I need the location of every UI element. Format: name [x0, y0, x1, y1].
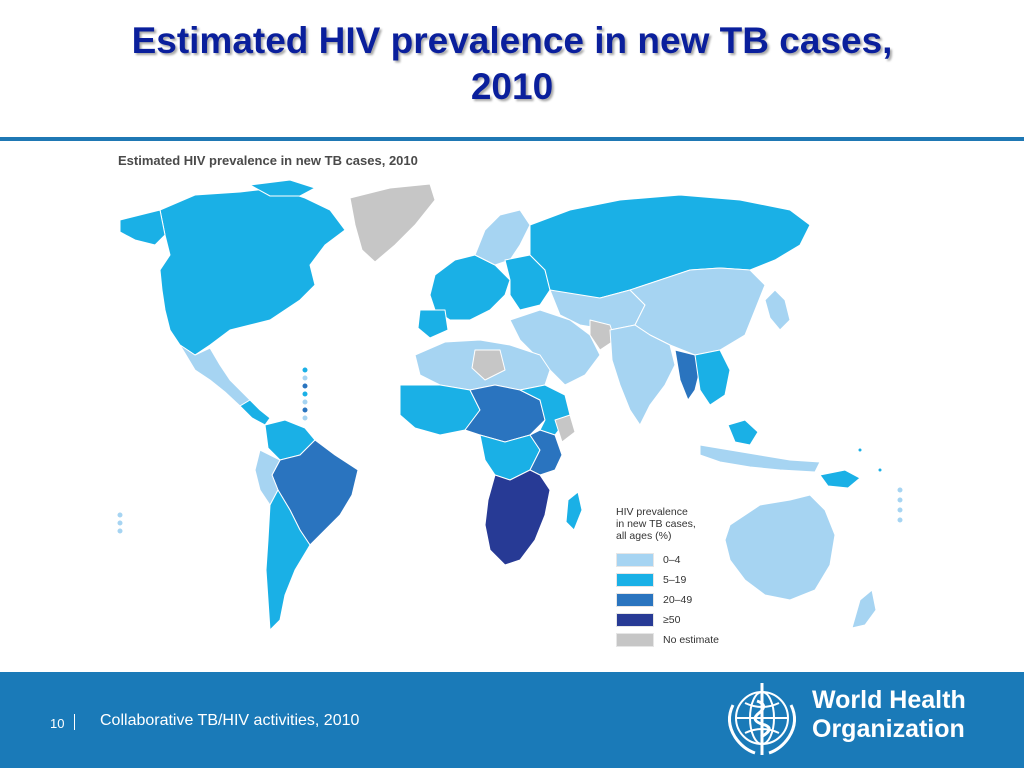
region-korea-japan: [764, 289, 791, 331]
page-number: 10: [50, 716, 65, 731]
atlantic-island-callouts: [116, 511, 124, 535]
footer-caption: Collaborative TB/HIV activities, 2010: [100, 712, 360, 729]
legend-item: ≥50: [616, 610, 766, 630]
region-alaska: [119, 209, 166, 246]
region-iran-gray: [589, 319, 616, 351]
legend-item: No estimate: [616, 630, 766, 650]
legend-swatch: [616, 593, 654, 607]
legend-label: ≥50: [663, 614, 681, 626]
region-somalia-gray: [554, 414, 576, 443]
region-southern-africa: [484, 469, 551, 566]
footer-separator: [74, 714, 75, 730]
region-new-zealand: [851, 589, 877, 629]
region-north-africa-gray: [471, 349, 506, 381]
legend-label: 0–4: [663, 554, 681, 566]
region-iberia: [417, 309, 449, 339]
region-greenland: [349, 183, 436, 263]
legend-label: No estimate: [663, 634, 720, 646]
legend-item: 5–19: [616, 570, 766, 590]
caribbean-callouts: [301, 366, 309, 422]
map-legend: HIV prevalence in new TB cases, all ages…: [616, 506, 766, 650]
legend-item: 20–49: [616, 590, 766, 610]
slide-title: Estimated HIV prevalence in new TB cases…: [0, 18, 1024, 110]
legend-label: 20–49: [663, 594, 693, 606]
title-divider: [0, 137, 1024, 141]
region-middle-east: [509, 309, 601, 386]
region-mexico: [179, 344, 251, 407]
who-emblem-icon: [728, 683, 796, 755]
legend-swatch: [616, 613, 654, 627]
legend-title-line3: all ages (%): [616, 530, 672, 542]
legend-swatch: [616, 553, 654, 567]
region-borneo: [727, 419, 759, 446]
legend-item: 0–4: [616, 550, 766, 570]
footer-bar: 10 Collaborative TB/HIV activities, 2010…: [0, 672, 1024, 768]
region-canada-islands: [249, 179, 316, 197]
region-indonesia: [699, 444, 821, 473]
who-wordmark-line1: World Health: [812, 686, 966, 714]
legend-title-line2: in new TB cases,: [616, 518, 696, 530]
map-figure-title: Estimated HIV prevalence in new TB cases…: [118, 153, 418, 168]
region-australia: [724, 494, 836, 601]
pacific-island-callouts: [857, 447, 904, 524]
legend-label: 5–19: [663, 574, 687, 586]
legend-title-line1: HIV prevalence: [616, 506, 688, 518]
region-southeast-asia: [694, 349, 731, 406]
region-east-africa-south: [529, 429, 563, 476]
region-new-guinea: [819, 469, 861, 489]
region-central-america: [239, 399, 271, 426]
legend-swatch: [616, 633, 654, 647]
region-south-asia: [609, 324, 676, 426]
region-europe-west: [429, 254, 511, 321]
legend-swatch: [616, 573, 654, 587]
slide-title-line2: 2010: [470, 66, 554, 107]
region-north-america: [159, 187, 346, 356]
who-wordmark-line2: Organization: [812, 715, 965, 743]
legend-title: HIV prevalence in new TB cases, all ages…: [616, 506, 766, 542]
who-wordmark: World Health Organization: [812, 686, 966, 744]
region-madagascar: [565, 491, 583, 531]
region-south-america-south: [265, 489, 311, 631]
world-map: [116, 179, 904, 631]
slide-title-line1: Estimated HIV prevalence in new TB cases…: [131, 20, 893, 61]
